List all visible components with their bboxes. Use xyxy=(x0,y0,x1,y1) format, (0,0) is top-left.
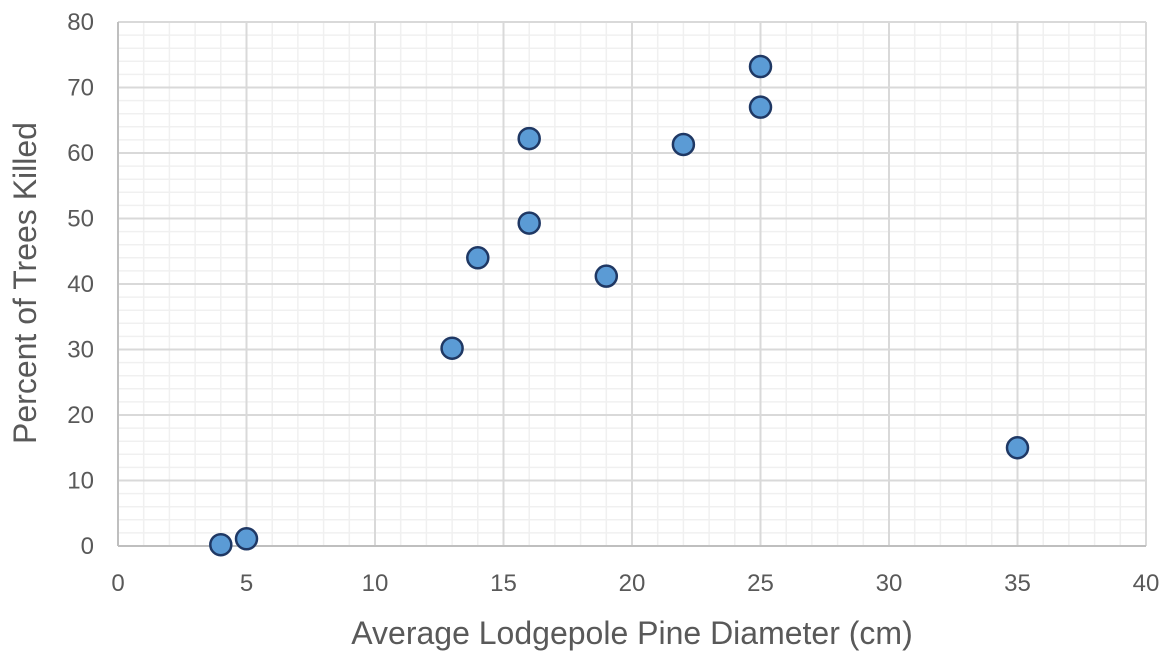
data-points xyxy=(209,54,1030,557)
x-tick-label: 0 xyxy=(111,570,124,597)
x-tick-label: 30 xyxy=(876,570,903,597)
y-tick-label: 10 xyxy=(67,468,94,495)
y-axis-title: Percent of Trees Killed xyxy=(7,122,43,444)
y-tick-label: 50 xyxy=(67,206,94,233)
x-tick-label: 40 xyxy=(1133,570,1160,597)
x-tick-label: 20 xyxy=(619,570,646,597)
data-point xyxy=(748,95,773,119)
data-point xyxy=(671,132,696,157)
x-tick-label: 35 xyxy=(1004,570,1031,597)
data-point xyxy=(748,54,773,79)
x-tick-label: 25 xyxy=(747,570,774,597)
data-point xyxy=(466,246,490,270)
x-axis-title: Average Lodgepole Pine Diameter (cm) xyxy=(351,615,912,651)
data-point xyxy=(517,211,541,235)
data-point xyxy=(594,264,619,288)
axes xyxy=(117,22,1146,547)
y-tick-label: 70 xyxy=(67,75,94,102)
y-tick-label: 20 xyxy=(67,402,94,429)
y-tick-label: 40 xyxy=(67,271,94,298)
data-point xyxy=(517,126,541,151)
y-tick-label: 80 xyxy=(67,9,94,36)
data-point xyxy=(440,336,464,360)
x-tick-labels: 0 5 10 15 20 25 30 35 40 xyxy=(111,570,1159,597)
y-tick-label: 60 xyxy=(67,140,94,167)
x-tick-label: 10 xyxy=(362,570,389,597)
data-point xyxy=(209,532,233,557)
data-point xyxy=(234,527,259,551)
data-point xyxy=(1005,436,1030,460)
y-tick-label: 0 xyxy=(81,533,94,560)
y-tick-label: 30 xyxy=(67,337,94,364)
y-tick-labels: 0 10 20 30 40 50 60 70 80 xyxy=(67,9,94,560)
x-tick-label: 5 xyxy=(240,570,253,597)
x-tick-label: 15 xyxy=(490,570,517,597)
